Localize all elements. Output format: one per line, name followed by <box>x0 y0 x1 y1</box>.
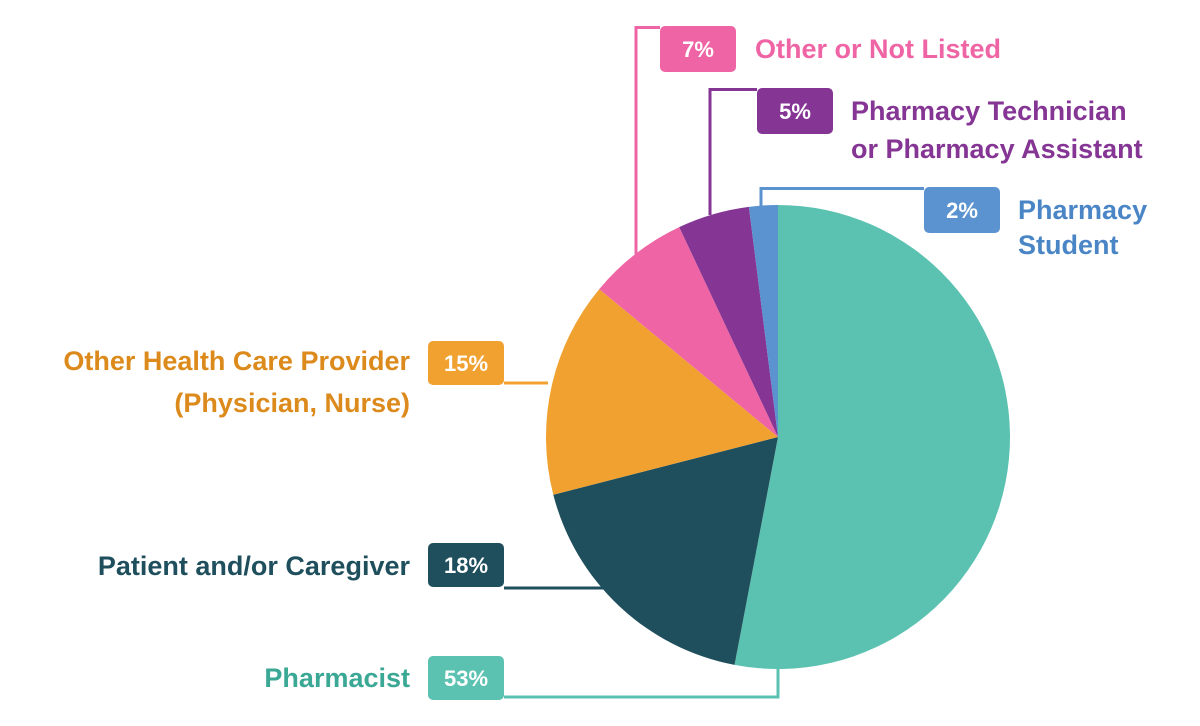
category-label-student-line-1: Pharmacy <box>1018 195 1147 225</box>
pie-slice-other <box>599 227 778 437</box>
pct-badge-other-hcp <box>428 341 504 385</box>
pie-slice-technician <box>679 206 778 437</box>
category-label-patient: Patient and/or Caregiver <box>98 551 411 581</box>
leader-lines <box>504 26 924 699</box>
pct-label-other: 7% <box>682 37 714 62</box>
pct-label-technician: 5% <box>779 99 811 124</box>
category-label-technician-line-2: or Pharmacy Assistant <box>851 134 1143 164</box>
pct-label-other-hcp: 15% <box>444 351 488 376</box>
pie-slice-pharmacist <box>734 205 1011 669</box>
category-label-student-line-2: Student <box>1018 230 1119 260</box>
category-label-other: Other or Not Listed <box>755 34 1001 64</box>
leader-line-pharmacist <box>504 667 780 699</box>
pie-slice-other-hcp <box>546 289 778 495</box>
leader-line-other <box>634 26 660 254</box>
pie-slices <box>546 205 1011 669</box>
pct-label-pharmacist: 53% <box>444 666 488 691</box>
pct-label-patient: 18% <box>444 553 488 578</box>
pct-badge-other <box>660 26 736 72</box>
category-label-technician-line-1: Pharmacy Technician <box>851 96 1127 126</box>
pct-label-student: 2% <box>946 198 978 223</box>
category-label-other-hcp-line-2: (Physician, Nurse) <box>174 388 410 418</box>
pie-slice-patient <box>553 437 778 665</box>
pct-badge-pharmacist <box>428 656 504 700</box>
category-label-other-hcp-line-1: Other Health Care Provider <box>63 346 410 376</box>
leader-line-technician <box>708 88 757 215</box>
pct-badge-patient <box>428 543 504 587</box>
pie-slice-student <box>748 205 778 437</box>
category-label-pharmacist: Pharmacist <box>264 663 410 693</box>
pct-badge-technician <box>757 88 833 134</box>
pct-badge-student <box>924 187 1000 233</box>
leader-line-student <box>759 187 924 208</box>
slice-labels: 53% Pharmacist 18% Patient and/or Caregiver… <box>63 26 1147 700</box>
